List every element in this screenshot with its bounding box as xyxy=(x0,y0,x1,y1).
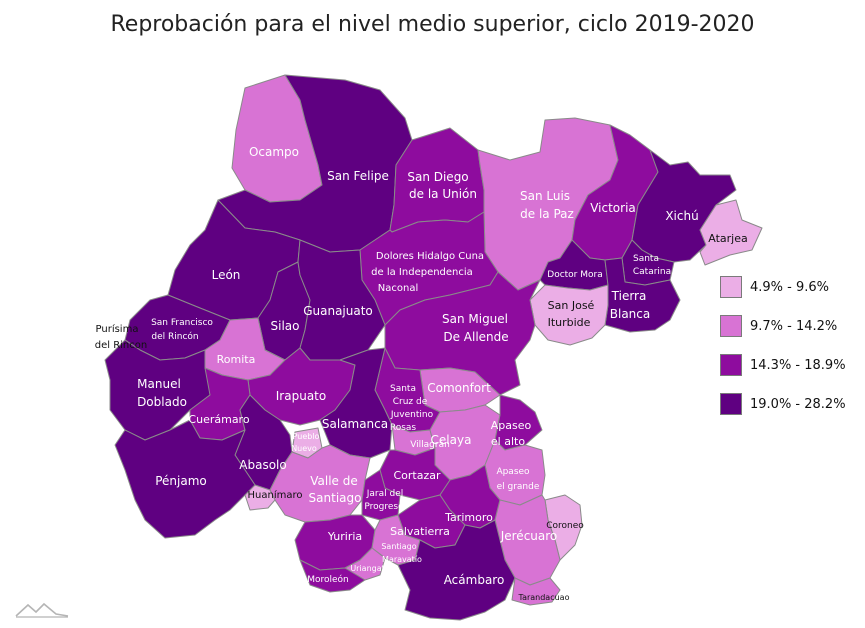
label-tarandacuao: Tarandacuao xyxy=(518,593,570,602)
legend-item-4[interactable]: 19.0% - 28.2% xyxy=(720,393,846,415)
label-tarimoro: Tarimoro xyxy=(444,511,493,524)
label-jaral-2: Progreso xyxy=(364,502,404,512)
label-acambaro: Acámbaro xyxy=(444,573,505,587)
legend-item-3[interactable]: 14.3% - 18.9% xyxy=(720,354,846,376)
label-manuel-doblado-2: Doblado xyxy=(137,395,187,409)
label-san-miguel-2: De Allende xyxy=(443,330,508,344)
label-santa-cruz-1: Santa xyxy=(390,384,416,394)
label-san-francisco-1: San Francisco xyxy=(151,318,213,328)
label-valle-1: Valle de xyxy=(310,474,358,488)
label-irapuato: Irapuato xyxy=(276,389,326,403)
label-pueblo-nuevo-2: Nuevo xyxy=(291,444,317,453)
legend-item-1[interactable]: 4.9% - 9.6% xyxy=(720,276,829,298)
label-tierra-blanca-2: Blanca xyxy=(610,307,650,321)
label-salvatierra: Salvatierra xyxy=(390,525,450,538)
label-san-felipe: San Felipe xyxy=(327,169,389,183)
label-jerecuaro: Jerécuaro xyxy=(500,529,558,543)
label-apaseo-grande-2: el grande xyxy=(497,482,540,492)
region-tarandacuao[interactable] xyxy=(511,577,561,606)
label-santiago-1: Santiago xyxy=(381,542,416,551)
label-yuriria: Yuriria xyxy=(327,530,362,543)
label-santa-catarina-2: Catarina xyxy=(633,267,671,277)
label-comonfort: Comonfort xyxy=(427,381,491,395)
legend-swatch-2 xyxy=(720,315,742,337)
legend-label-2: 9.7% - 14.2% xyxy=(750,318,838,334)
label-victoria: Victoria xyxy=(590,201,636,215)
legend-label-3: 14.3% - 18.9% xyxy=(750,357,846,373)
label-moroleon: Moroleón xyxy=(307,574,349,585)
label-san-luis-2: de la Paz xyxy=(520,207,574,221)
label-san-diego-1: San Diego xyxy=(407,170,468,184)
label-apaseo-grande-1: Apaseo xyxy=(496,467,530,477)
label-romita: Romita xyxy=(217,353,256,366)
label-uriangato: Uriangato xyxy=(350,564,389,573)
label-dolores-2: de la Independencia xyxy=(371,267,473,278)
legend-swatch-1 xyxy=(720,276,742,298)
label-tierra-blanca-1: Tierra xyxy=(611,289,647,303)
label-san-jose-2: Iturbide xyxy=(548,316,591,329)
label-abasolo: Abasolo xyxy=(239,458,286,472)
label-guanajuato: Guanajuato xyxy=(303,304,373,318)
label-coroneo: Coroneo xyxy=(546,521,584,531)
legend-item-2[interactable]: 9.7% - 14.2% xyxy=(720,315,837,337)
label-apaseo-alto-1: Apaseo xyxy=(491,419,532,432)
label-san-luis-1: San Luis xyxy=(520,189,570,203)
label-celaya: Celaya xyxy=(431,433,472,447)
label-santa-cruz-4: Rosas xyxy=(390,423,417,433)
label-xichu: Xichú xyxy=(665,209,698,223)
label-ocampo: Ocampo xyxy=(249,145,299,159)
label-san-diego-2: de la Unión xyxy=(409,187,477,201)
label-jaral-1: Jaral del xyxy=(366,489,404,499)
region-acambaro[interactable] xyxy=(397,519,516,621)
label-apaseo-alto-2: el alto xyxy=(491,435,525,448)
label-santa-cruz-2: Cruz de xyxy=(393,397,428,407)
label-pueblo-nuevo-1: Pueblo xyxy=(293,432,320,441)
region-moroleon[interactable] xyxy=(299,559,366,593)
label-valle-2: Santiago xyxy=(309,491,362,505)
region-huanimaro[interactable] xyxy=(244,484,276,511)
label-santa-catarina-1: Santa xyxy=(633,254,659,264)
label-huanimaro: Huanímaro xyxy=(248,489,303,501)
label-salamanca: Salamanca xyxy=(322,417,388,431)
label-purisima-2: del Rincon xyxy=(95,340,147,351)
mountain-logo-icon xyxy=(15,602,69,618)
label-penjamo: Pénjamo xyxy=(155,474,207,488)
region-atarjea[interactable] xyxy=(699,199,763,266)
label-leon: León xyxy=(212,268,241,282)
label-san-jose-1: San José xyxy=(548,299,595,312)
legend-label-4: 19.0% - 28.2% xyxy=(750,396,846,412)
label-cortazar: Cortazar xyxy=(393,469,441,482)
label-purisima-1: Purísima xyxy=(96,323,139,335)
label-doctor-mora: Doctor Mora xyxy=(547,270,602,280)
label-atarjea: Atarjea xyxy=(708,232,747,245)
label-san-miguel-1: San Miguel xyxy=(442,312,508,326)
legend-label-1: 4.9% - 9.6% xyxy=(750,279,830,295)
label-dolores-1: Dolores Hidalgo Cuna xyxy=(376,251,484,262)
legend-swatch-4 xyxy=(720,393,742,415)
map-title: Reprobación para el nivel medio superior… xyxy=(110,12,755,37)
label-cueramaro: Cuerámaro xyxy=(188,413,249,426)
label-san-francisco-2: del Rincón xyxy=(151,331,198,342)
legend-swatch-3 xyxy=(720,354,742,376)
label-silao: Silao xyxy=(271,319,300,333)
label-dolores-3: Naconal xyxy=(378,283,418,294)
label-manuel-doblado-1: Manuel xyxy=(137,377,181,391)
region-san-jose[interactable] xyxy=(529,284,609,346)
label-santiago-2: Maravatío xyxy=(382,555,422,564)
label-villagran: Villagrán xyxy=(410,440,450,450)
label-santa-cruz-3: Juventino xyxy=(390,410,434,420)
